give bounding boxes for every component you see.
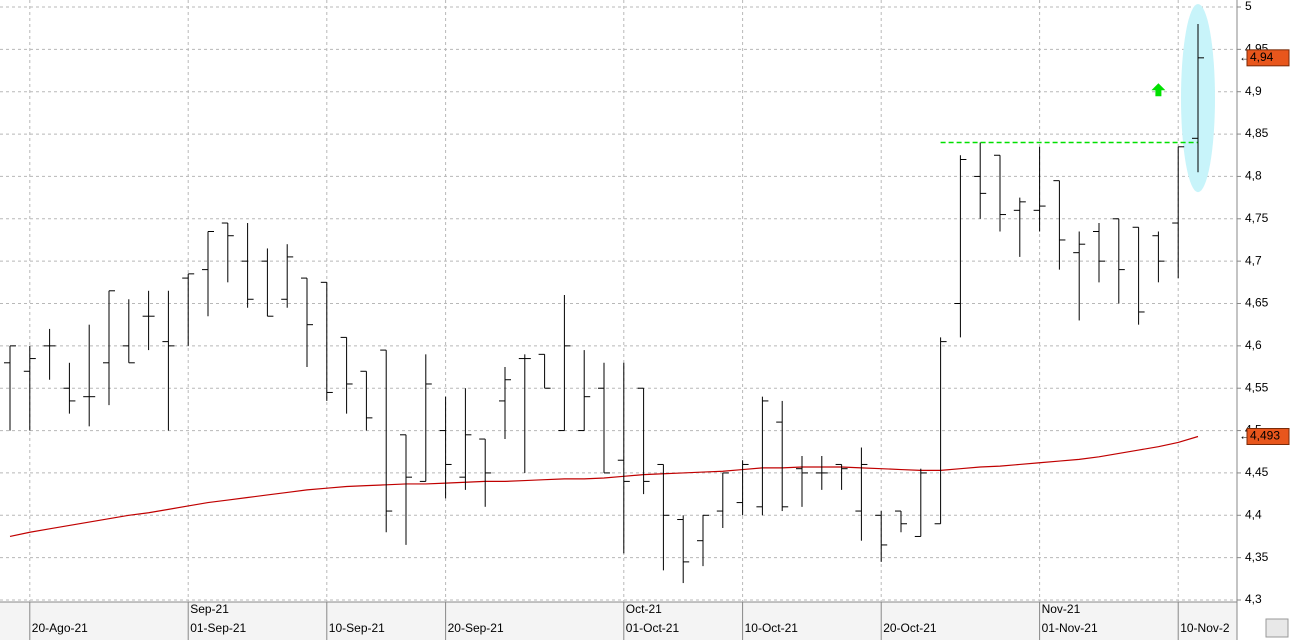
month-label: Sep-21 — [190, 602, 229, 616]
month-label: Nov-21 — [1042, 602, 1081, 616]
x-tick-label: 20-Sep-21 — [448, 621, 504, 635]
x-tick-label: 20-Oct-21 — [883, 621, 937, 635]
month-label: Oct-21 — [626, 602, 662, 616]
value-label-box — [1246, 428, 1290, 446]
y-tick-label: 4,45 — [1245, 465, 1269, 479]
settings-button[interactable] — [1265, 618, 1289, 638]
y-tick-label: 4,4 — [1245, 507, 1262, 521]
x-tick-label: 01-Sep-21 — [190, 621, 246, 635]
up-arrow — [1151, 83, 1166, 97]
value-label: 4,94 — [1250, 50, 1274, 64]
y-tick-label: 4,7 — [1245, 253, 1262, 267]
y-tick-label: 4,55 — [1245, 380, 1269, 394]
value-label: 4,493 — [1250, 429, 1280, 443]
x-tick-label: 01-Oct-21 — [626, 621, 680, 635]
x-tick-label: 10-Oct-21 — [745, 621, 799, 635]
moving-average — [9, 435, 1199, 538]
y-tick-label: 4,75 — [1245, 211, 1269, 225]
x-tick-label: 10-Nov-2 — [1180, 621, 1230, 635]
x-tick-label: 01-Nov-21 — [1042, 621, 1098, 635]
x-axis-band — [0, 602, 1237, 640]
y-tick-label: 4,8 — [1245, 169, 1262, 183]
y-tick-label: 5 — [1245, 0, 1252, 13]
y-tick-label: 4,65 — [1245, 296, 1269, 310]
value-label-box — [1246, 49, 1290, 67]
y-tick-label: 4,6 — [1245, 338, 1262, 352]
y-tick-label: 4,85 — [1245, 126, 1269, 140]
y-tick-label: 4,3 — [1245, 592, 1262, 606]
x-tick-label: 10-Sep-21 — [329, 621, 385, 635]
y-tick-label: 4,35 — [1245, 550, 1269, 564]
y-tick-label: 4,9 — [1245, 84, 1262, 98]
x-tick-label: 20-Ago-21 — [32, 621, 88, 635]
